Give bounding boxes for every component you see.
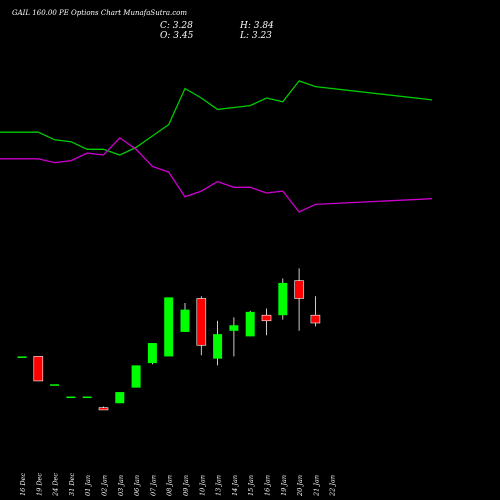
x-tick-label: 15 Jan [247, 475, 255, 496]
x-axis-ticks: 16 Dec 19 Dec 24 Dec 31 Dec 01 Jan 02 Jan 03 J… [19, 473, 337, 497]
candle-body [17, 356, 27, 358]
candle [261, 308, 272, 336]
candle [294, 268, 304, 331]
candle [229, 317, 239, 357]
candle [66, 396, 76, 399]
candle-body [33, 356, 44, 382]
candle-body [115, 392, 125, 404]
candle [180, 302, 190, 332]
candle-body [310, 314, 321, 324]
candle [213, 320, 223, 366]
candle-body [147, 343, 157, 364]
candle-body [164, 297, 174, 357]
candle [115, 392, 125, 404]
x-tick-label: 14 Jan [231, 475, 239, 496]
x-tick-label: 19 Jan [280, 475, 288, 496]
x-tick-label: 03 Jan [117, 475, 125, 496]
x-tick-label: 16 Jan [264, 475, 272, 496]
x-tick-label: 06 Jan [133, 475, 141, 496]
candle [196, 296, 207, 356]
candle [147, 343, 157, 365]
candle-body [180, 309, 190, 332]
candle [50, 384, 60, 386]
candle-body [294, 280, 304, 299]
x-tick-label: 22 Jan [329, 475, 337, 497]
candle-body [278, 282, 288, 316]
x-tick-label: 21 Jan [312, 475, 320, 497]
candle-body [196, 298, 207, 346]
x-tick-label: 31 Dec [68, 473, 76, 496]
candle-body [50, 384, 60, 386]
candle-body [261, 314, 272, 322]
x-tick-label: 16 Dec [19, 473, 27, 496]
open-readout: O: 3.45 [160, 31, 194, 41]
x-tick-label: 02 Jan [101, 475, 109, 496]
candle [82, 396, 92, 399]
x-tick-label: 19 Dec [35, 473, 43, 496]
candle-body [98, 407, 109, 411]
x-tick-label: 08 Jan [166, 475, 174, 496]
candle [98, 406, 109, 411]
candle-body [213, 334, 223, 359]
indicator-lines [0, 80, 433, 213]
high-readout: H: 3.84 [239, 21, 274, 31]
chart-title: GAIL 160.00 PE Options Chart MunafaSutra… [12, 9, 187, 17]
candle-body [66, 396, 76, 399]
low-readout: L: 3.23 [239, 31, 272, 41]
candle [164, 297, 174, 357]
candle [278, 278, 288, 320]
candle [131, 365, 141, 388]
candle-body [245, 311, 255, 337]
candle-body [131, 365, 141, 388]
x-tick-label: 07 Jan [149, 475, 157, 496]
candles [17, 268, 321, 411]
candle [17, 356, 27, 358]
candle-body [82, 396, 92, 399]
candle [245, 310, 255, 337]
indicator-line-1 [0, 80, 433, 156]
close-readout: C: 3.28 [160, 21, 193, 31]
x-tick-label: 10 Jan [198, 475, 206, 496]
x-tick-label: 01 Jan [84, 475, 92, 496]
candle [310, 296, 321, 327]
x-tick-label: 13 Jan [215, 475, 223, 496]
x-tick-label: 20 Jan [296, 475, 304, 497]
x-tick-label: 09 Jan [182, 475, 190, 496]
candle-body [229, 325, 239, 331]
x-tick-label: 24 Dec [52, 473, 60, 497]
candle [33, 356, 44, 382]
indicator-line-2 [0, 137, 433, 213]
